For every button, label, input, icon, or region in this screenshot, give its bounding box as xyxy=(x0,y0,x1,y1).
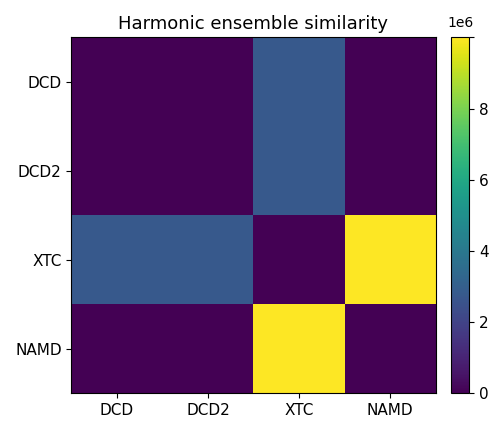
Text: 1e6: 1e6 xyxy=(447,16,473,30)
Title: Harmonic ensemble similarity: Harmonic ensemble similarity xyxy=(118,15,388,33)
